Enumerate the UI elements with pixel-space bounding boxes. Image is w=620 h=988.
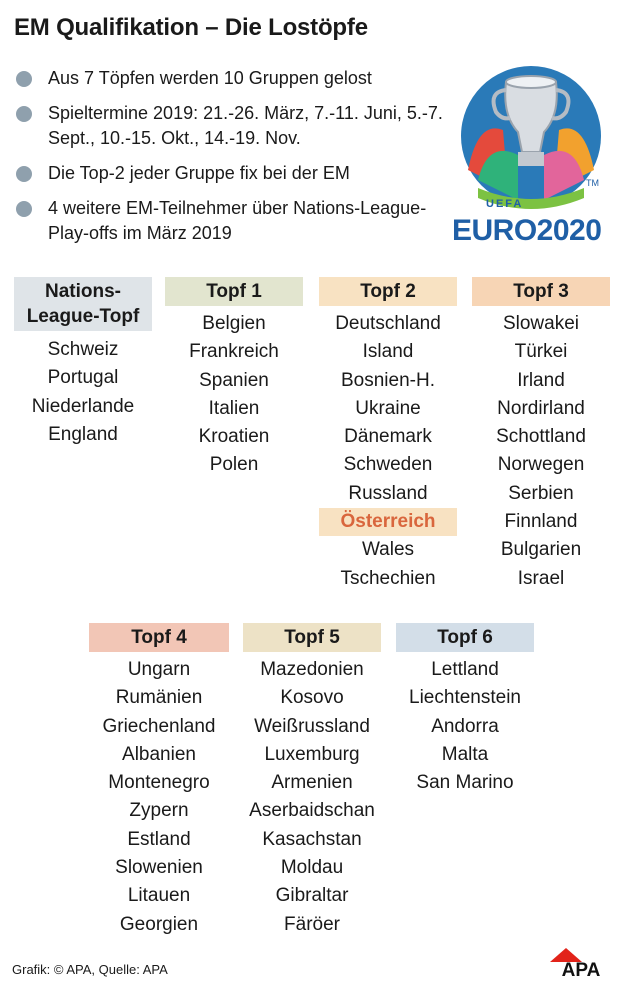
bullet-dot-icon bbox=[16, 201, 32, 217]
country-item-highlighted: Österreich bbox=[319, 508, 457, 537]
country-item: Irland bbox=[517, 369, 565, 391]
country-item: Wales bbox=[361, 539, 415, 561]
country-item: Aserbaidschan bbox=[249, 800, 375, 822]
bullet-dot-icon bbox=[16, 71, 32, 87]
bullet-text: 4 weitere EM-Teilnehmer über Nations-Lea… bbox=[48, 198, 427, 243]
country-item: Bulgarien bbox=[500, 539, 582, 561]
country-item: Schweden bbox=[343, 454, 433, 476]
apa-logo-icon: APA bbox=[550, 948, 601, 978]
country-item: Italien bbox=[208, 397, 260, 419]
pot-header-line: League-Topf bbox=[26, 306, 140, 327]
country-item: Israel bbox=[517, 567, 565, 589]
country-item: Zypern bbox=[129, 800, 189, 822]
logo-uefa-text: UEFA bbox=[486, 198, 524, 210]
country-item: Kroatien bbox=[198, 426, 270, 448]
country-item: Frankreich bbox=[189, 341, 279, 363]
country-item: Spanien bbox=[199, 369, 269, 391]
country-item: Georgien bbox=[119, 913, 199, 935]
bullet-text: Spieltermine 2019: 21.-26. März, 7.-11. … bbox=[48, 103, 443, 148]
country-item: Portugal bbox=[47, 367, 119, 389]
country-item: Luxemburg bbox=[264, 743, 360, 765]
pot-header: Topf 5 bbox=[243, 623, 381, 652]
pot-header: Topf 3 bbox=[472, 277, 610, 306]
bullet-text: Aus 7 Töpfen werden 10 Gruppen gelost bbox=[48, 68, 372, 88]
bullet-item: Die Top-2 jeder Gruppe fix bei der EM bbox=[14, 161, 454, 186]
logo-trademark: TM bbox=[586, 178, 599, 188]
country-item: Schweiz bbox=[47, 339, 119, 360]
bullet-text: Die Top-2 jeder Gruppe fix bei der EM bbox=[48, 163, 350, 183]
country-item: Island bbox=[362, 341, 414, 363]
country-item: Kosovo bbox=[280, 687, 344, 709]
bullet-item: Aus 7 Töpfen werden 10 Gruppen gelost bbox=[14, 66, 454, 91]
country-item: Weißrussland bbox=[254, 715, 370, 737]
pot-header-line: Nations- bbox=[45, 281, 121, 302]
country-item: England bbox=[48, 423, 118, 445]
pot-4: Topf 4 Ungarn Rumänien Griechenland Alba… bbox=[89, 623, 229, 939]
country-item: Finnland bbox=[504, 511, 578, 533]
country-item: Gibraltar bbox=[275, 885, 349, 907]
country-item: Kasachstan bbox=[262, 828, 362, 850]
country-item: Deutschland bbox=[335, 313, 441, 334]
country-item: Montenegro bbox=[108, 772, 210, 794]
pot-2: Topf 2 Deutschland Island Bosnien-H. Ukr… bbox=[319, 277, 457, 593]
country-item: Estland bbox=[127, 828, 191, 850]
pot-5: Topf 5 Mazedonien Kosovo Weißrussland Lu… bbox=[243, 623, 381, 939]
euro2020-trophy-logo-icon bbox=[461, 66, 601, 209]
bullet-item: 4 weitere EM-Teilnehmer über Nations-Lea… bbox=[14, 196, 428, 246]
source-credit: Grafik: © APA, Quelle: APA bbox=[12, 962, 168, 977]
country-item: Norwegen bbox=[497, 454, 585, 476]
country-item: Andorra bbox=[431, 715, 499, 737]
country-item: Russland bbox=[348, 482, 428, 504]
pot-nations-league: Nations- League-Topf Schweiz Portugal Ni… bbox=[14, 277, 152, 449]
pot-header: Topf 6 bbox=[396, 623, 534, 652]
country-item: San Marino bbox=[416, 772, 514, 794]
pot-header: Topf 1 bbox=[165, 277, 303, 306]
country-item: Polen bbox=[209, 454, 259, 476]
country-item: Ukraine bbox=[355, 397, 421, 419]
bullet-dot-icon bbox=[16, 106, 32, 122]
country-item: Färöer bbox=[284, 913, 340, 935]
country-item: Niederlande bbox=[31, 395, 135, 417]
country-item: Mazedonien bbox=[260, 659, 364, 680]
country-item: Moldau bbox=[280, 857, 344, 879]
pot-header: Nations- League-Topf bbox=[14, 277, 152, 331]
country-item: Schottland bbox=[496, 426, 586, 448]
logo-euro2020-text: EURO2020 bbox=[452, 214, 602, 247]
country-item: Litauen bbox=[127, 885, 191, 907]
country-item: Slowakei bbox=[502, 313, 580, 334]
country-item: Tschechien bbox=[340, 567, 436, 589]
country-item: Griechenland bbox=[102, 715, 216, 737]
pot-header: Topf 2 bbox=[319, 277, 457, 306]
bullet-dot-icon bbox=[16, 166, 32, 182]
apa-logo-text: APA bbox=[562, 960, 601, 978]
country-item: Malta bbox=[441, 743, 489, 765]
country-item: Albanien bbox=[122, 743, 196, 765]
pot-3: Topf 3 Slowakei Türkei Irland Nordirland… bbox=[472, 277, 610, 593]
country-item: Lettland bbox=[431, 659, 499, 680]
country-item: Bosnien-H. bbox=[341, 369, 435, 391]
country-item: Ungarn bbox=[127, 659, 191, 680]
country-item: Türkei bbox=[514, 341, 568, 363]
country-item: Serbien bbox=[508, 482, 574, 504]
bullet-list: Aus 7 Töpfen werden 10 Gruppen gelost Sp… bbox=[14, 66, 454, 256]
country-item: Armenien bbox=[271, 772, 353, 794]
country-item: Liechtenstein bbox=[409, 687, 521, 709]
country-item: Belgien bbox=[202, 313, 266, 334]
page-title: EM Qualifikation – Die Lostöpfe bbox=[14, 14, 368, 41]
pot-6: Topf 6 Lettland Liechtenstein Andorra Ma… bbox=[396, 623, 534, 797]
country-item: Nordirland bbox=[497, 397, 585, 419]
bullet-item: Spieltermine 2019: 21.-26. März, 7.-11. … bbox=[14, 101, 468, 151]
country-item: Rumänien bbox=[115, 687, 203, 709]
pot-1: Topf 1 Belgien Frankreich Spanien Italie… bbox=[165, 277, 303, 480]
country-item: Dänemark bbox=[344, 426, 432, 448]
pot-header: Topf 4 bbox=[89, 623, 229, 652]
country-item: Slowenien bbox=[115, 857, 203, 879]
